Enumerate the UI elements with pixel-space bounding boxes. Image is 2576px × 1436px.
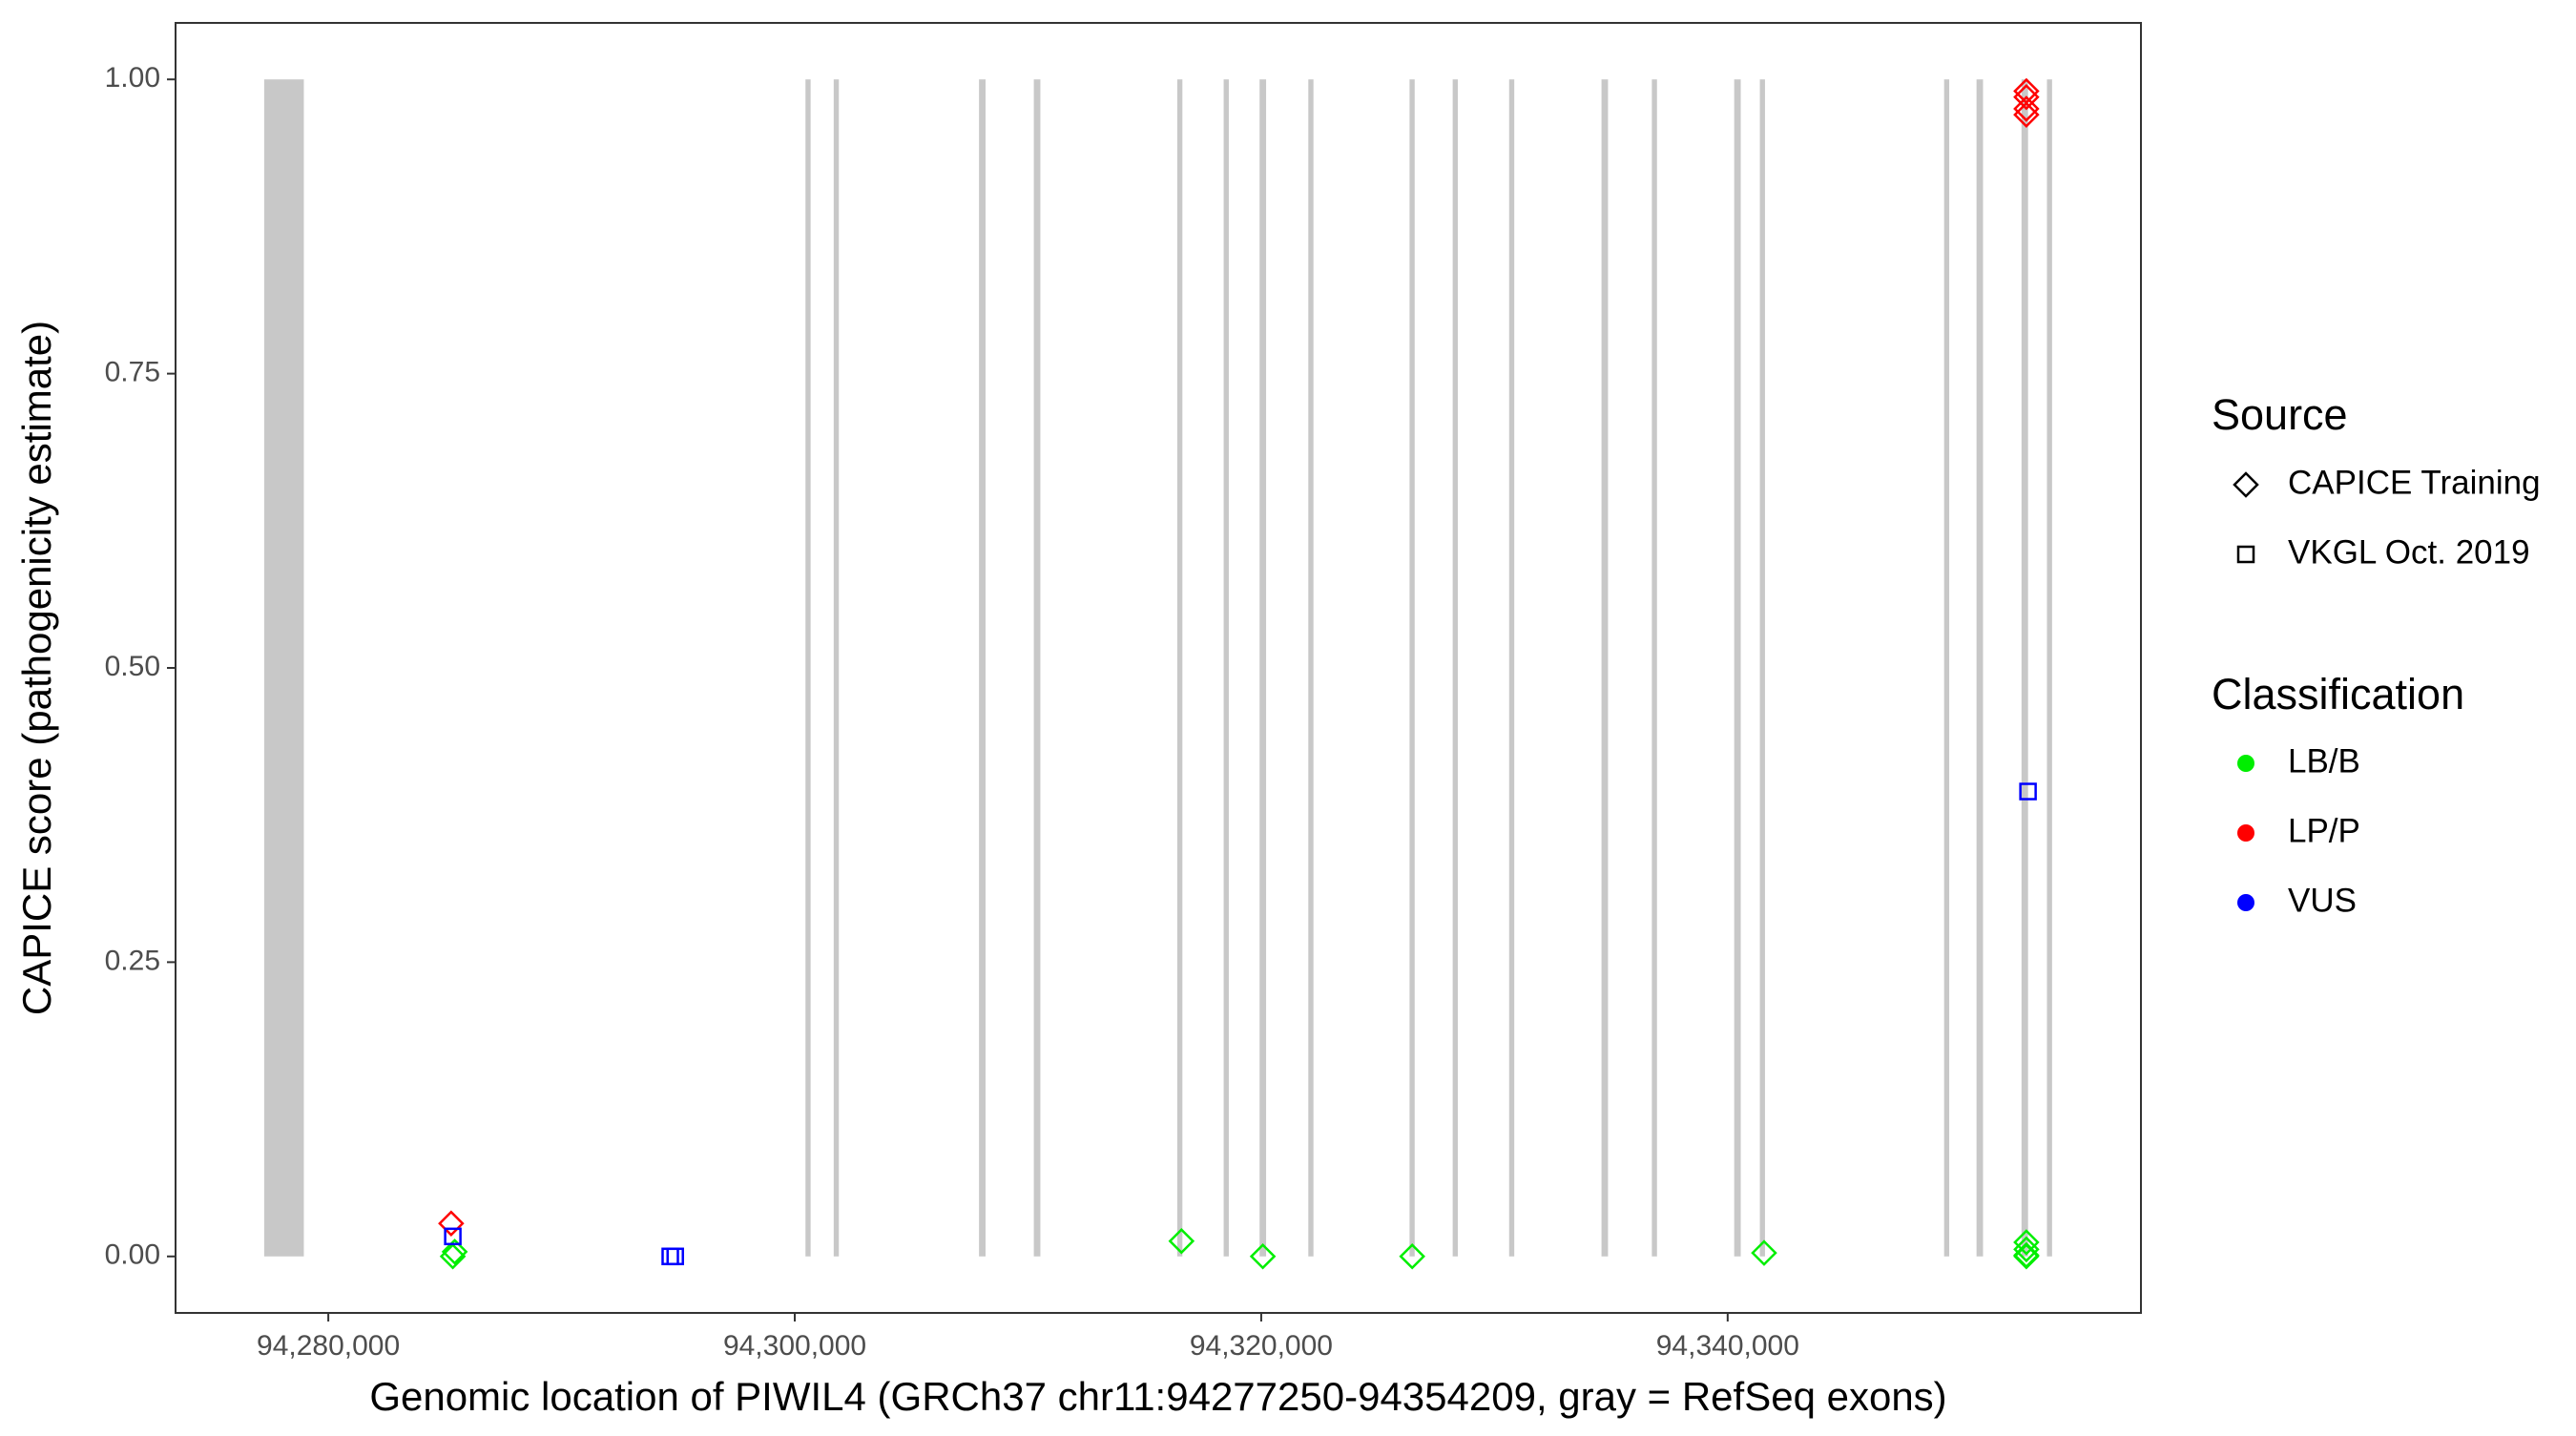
exon bbox=[1759, 79, 1765, 1257]
legend-symbol bbox=[2233, 471, 2259, 498]
exon bbox=[1601, 79, 1609, 1257]
y-axis-title: CAPICE score (pathogenicity estimate) bbox=[14, 321, 59, 1015]
point bbox=[441, 1238, 468, 1265]
exon bbox=[1976, 79, 1984, 1257]
point bbox=[2019, 782, 2037, 801]
exon bbox=[1452, 79, 1458, 1257]
exon bbox=[1308, 79, 1314, 1257]
exon bbox=[1508, 79, 1515, 1257]
legend-symbol bbox=[2237, 824, 2254, 842]
y-tick-label: 0.75 bbox=[105, 357, 160, 388]
y-tick-label: 0.50 bbox=[105, 651, 160, 682]
exon bbox=[1033, 79, 1041, 1257]
point bbox=[666, 1247, 684, 1266]
plot-border bbox=[175, 22, 2142, 1314]
exon bbox=[1176, 79, 1183, 1257]
exon bbox=[1259, 79, 1267, 1257]
y-tick-label: 0.00 bbox=[105, 1239, 160, 1271]
point bbox=[2013, 95, 2040, 122]
point bbox=[2013, 1236, 2040, 1263]
x-axis-title: Genomic location of PIWIL4 (GRCh37 chr11… bbox=[369, 1374, 1946, 1419]
legend-symbol bbox=[2236, 545, 2255, 564]
x-tick-label: 94,320,000 bbox=[1190, 1330, 1333, 1362]
point bbox=[2013, 1229, 2040, 1256]
legend-label: CAPICE Training bbox=[2288, 464, 2541, 501]
legend-label: VUS bbox=[2288, 882, 2357, 919]
point bbox=[438, 1210, 465, 1238]
x-tick-label: 94,300,000 bbox=[723, 1330, 866, 1362]
point bbox=[1751, 1239, 1777, 1266]
y-tick-label: 1.00 bbox=[105, 62, 160, 94]
legend-label: VKGL Oct. 2019 bbox=[2288, 533, 2530, 571]
exon bbox=[2021, 79, 2028, 1257]
legend-label: LP/P bbox=[2288, 812, 2360, 849]
point bbox=[2013, 83, 2040, 111]
point bbox=[2013, 101, 2040, 128]
exon bbox=[1409, 79, 1415, 1257]
exon bbox=[979, 79, 986, 1257]
point bbox=[1399, 1243, 1425, 1270]
x-tick-label: 94,340,000 bbox=[1656, 1330, 1799, 1362]
legend-label: LB/B bbox=[2288, 742, 2360, 780]
exon bbox=[263, 79, 304, 1257]
y-tick-label: 0.25 bbox=[105, 945, 160, 976]
exon bbox=[833, 79, 840, 1257]
legend-symbol bbox=[2237, 755, 2254, 772]
exon bbox=[1943, 79, 1950, 1257]
point bbox=[444, 1227, 462, 1246]
exon bbox=[2046, 79, 2052, 1257]
legend-symbol bbox=[2237, 894, 2254, 911]
exon bbox=[1652, 79, 1657, 1257]
exon bbox=[1734, 79, 1741, 1257]
x-tick-label: 94,280,000 bbox=[257, 1330, 400, 1362]
point bbox=[1168, 1227, 1195, 1255]
exon bbox=[1223, 79, 1229, 1257]
point bbox=[1249, 1243, 1277, 1270]
exon bbox=[805, 79, 811, 1257]
point bbox=[2013, 1243, 2040, 1270]
legend-title: Source bbox=[2212, 390, 2348, 439]
legend-title: Classification bbox=[2212, 670, 2464, 718]
